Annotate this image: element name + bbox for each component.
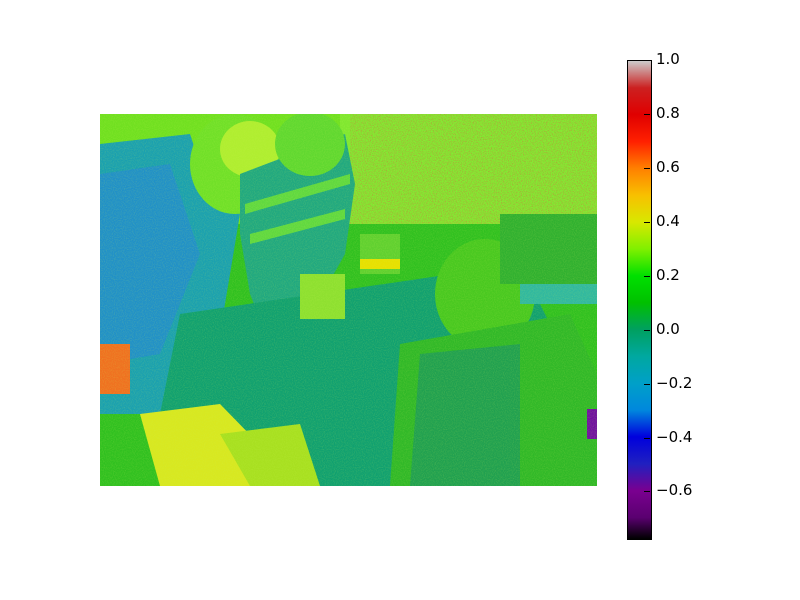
colorbar-tick-label: −0.2 [656, 373, 693, 392]
false-color-photo [100, 114, 597, 486]
colorbar-tick-mark [644, 383, 650, 385]
colorbar [627, 60, 652, 540]
colorbar-tick-mark [644, 113, 650, 115]
colorbar-tick-mark [644, 221, 650, 223]
colorbar-tick-label: −0.6 [656, 481, 693, 500]
colorbar-tick-labels: 1.0 0.8 0.6 0.4 0.2 0.0 −0.2 −0.4 −0.6 [644, 0, 800, 600]
colorbar-tick-label: 0.0 [656, 319, 680, 338]
colorbar-tick-mark [644, 167, 650, 169]
colorbar-tick-mark [644, 491, 650, 493]
colorbar-tick-label: 0.2 [656, 265, 680, 284]
colorbar-tick-label: 0.8 [656, 103, 680, 122]
colorbar-tick-label: 1.0 [656, 50, 680, 68]
colorbar-tick-mark [644, 329, 650, 331]
colorbar-tick-label: 0.6 [656, 157, 680, 176]
colorbar-tick-label: 0.4 [656, 211, 680, 230]
colorbar-tick-label: −0.4 [656, 427, 693, 446]
colorbar-tick-mark [644, 275, 650, 277]
colorbar-tick-mark [644, 60, 650, 61]
colorbar-tick-mark [644, 437, 650, 439]
